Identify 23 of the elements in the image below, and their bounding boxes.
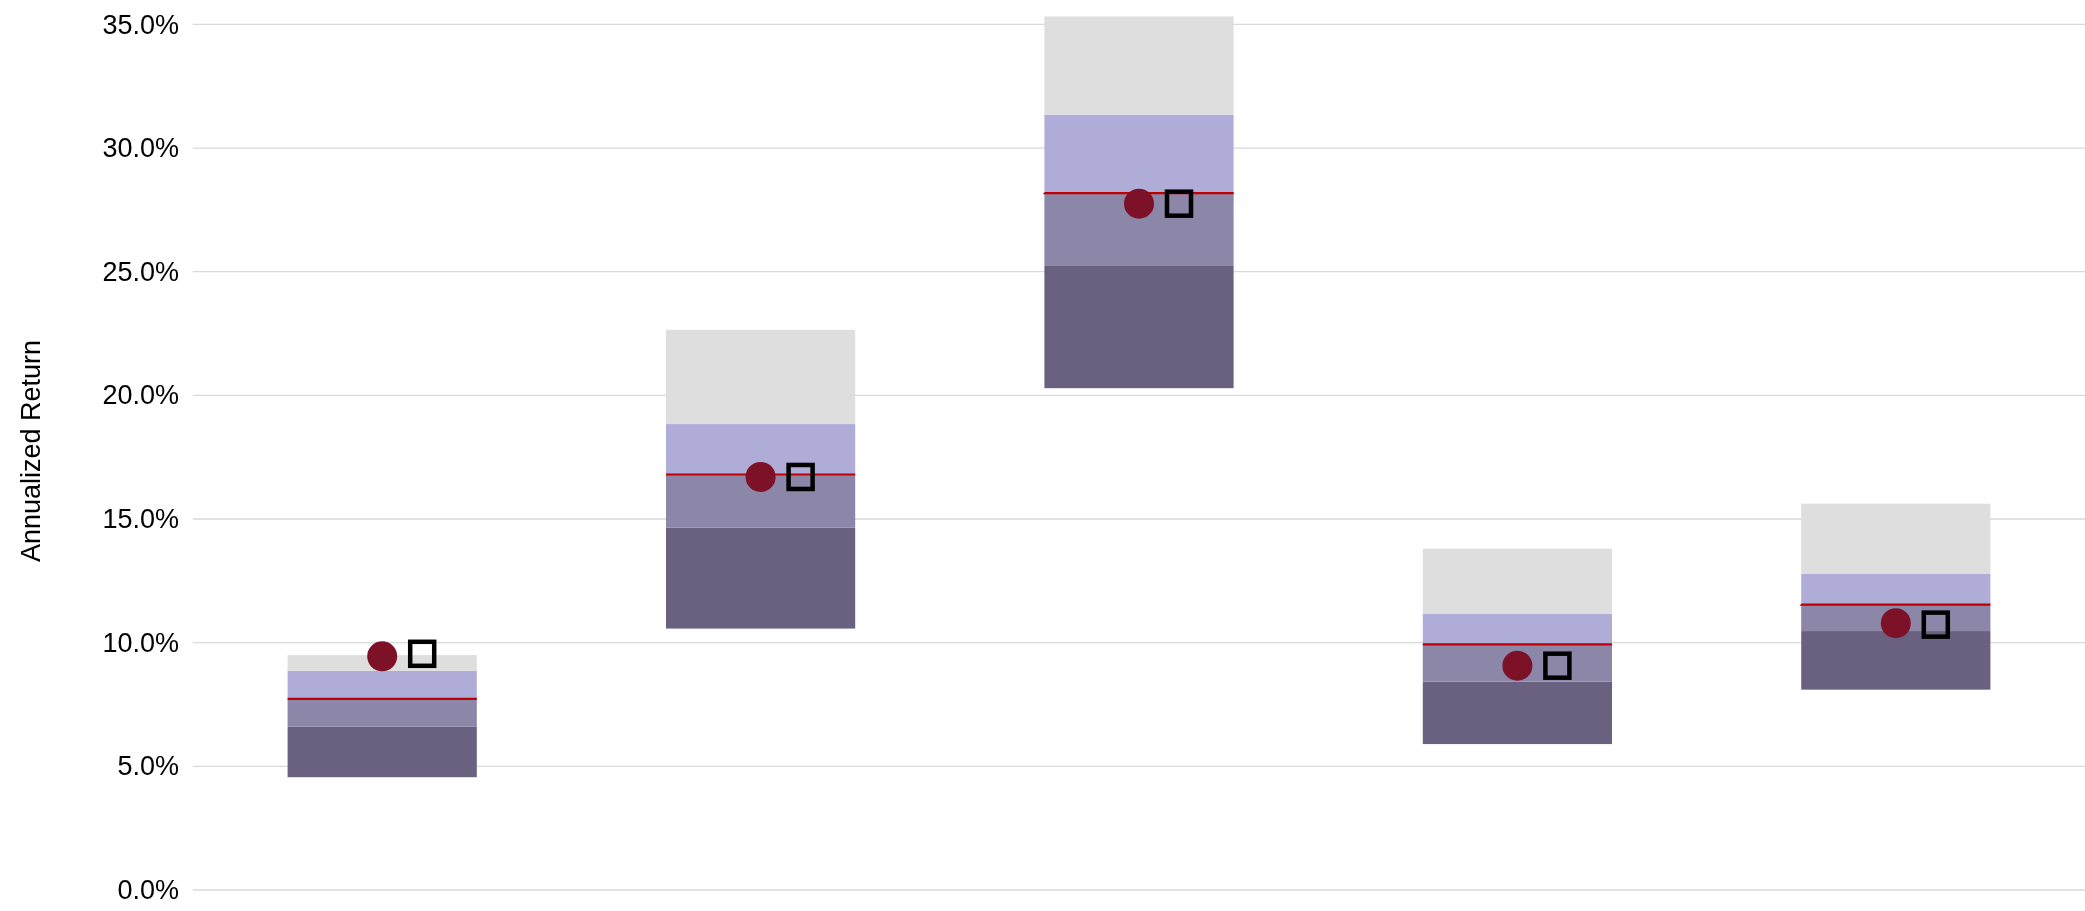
y-tick-label: 15.0% [102,504,179,535]
bar [1043,113,1235,195]
y-tick-label: 0.0% [117,875,179,906]
bar [1044,193,1234,266]
bar [666,474,856,528]
y-axis-title: Annualized Return [16,339,46,563]
bar [1422,681,1612,745]
y-tick-label: 25.0% [102,256,179,287]
bar [1422,548,1612,614]
y-tick-label: 10.0% [102,627,179,658]
bar [286,669,478,700]
y-tick-label: 20.0% [102,380,179,411]
bar [287,726,477,778]
bar [1421,612,1614,646]
bar [287,698,477,727]
y-tick-label: 5.0% [117,751,179,782]
y-tick-label: 35.0% [102,9,179,40]
y-tick-label: 30.0% [102,133,179,164]
bar [1800,572,1992,606]
bar [1801,631,1991,690]
bar [664,422,857,476]
bar [1044,266,1234,389]
bar [666,527,856,629]
